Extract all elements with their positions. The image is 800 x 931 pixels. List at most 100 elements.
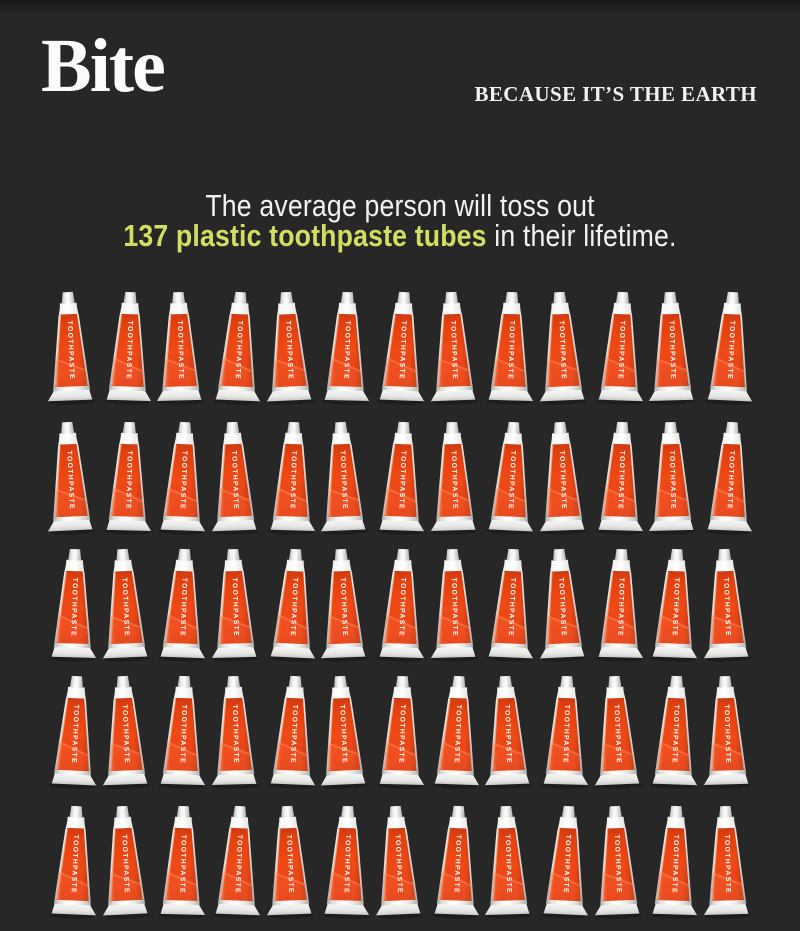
label-edge-sheen <box>548 828 561 899</box>
tube-cap <box>505 291 519 304</box>
tube-label-text: TOOTHPASTE <box>343 835 352 895</box>
tube-label-text: TOOTHPASTE <box>450 578 458 638</box>
tube-label-shading <box>275 570 308 645</box>
toothpaste-tube-illustration: TOOTHPASTE <box>540 675 589 789</box>
toothpaste-tube-illustration: TOOTHPASTE <box>376 291 425 405</box>
toothpaste-tube: TOOTHPASTE <box>428 803 484 920</box>
toothpaste-tube: TOOTHPASTE <box>480 803 535 919</box>
label-lower-highlight <box>438 616 471 644</box>
toothpaste-tube-illustration: TOOTHPASTE <box>321 548 369 662</box>
tube-cap <box>553 421 567 434</box>
tube-cap <box>226 548 240 561</box>
tube-cap <box>670 675 684 688</box>
toothpaste-tube: TOOTHPASTE <box>46 803 103 920</box>
label-diagonal-sheen <box>385 614 417 630</box>
tube-label-text: TOOTHPASTE <box>449 321 458 381</box>
label-lower-highlight <box>546 617 580 645</box>
tube-cap <box>445 421 459 434</box>
toothpaste-tube-illustration: TOOTHPASTE <box>430 548 478 662</box>
tube-label-text: TOOTHPASTE <box>179 835 187 895</box>
label-lower-highlight <box>438 873 472 902</box>
tube-label-text: TOOTHPASTE <box>397 451 406 511</box>
tube-foot <box>102 646 148 659</box>
label-diagonal-sheen <box>549 741 581 757</box>
tube-label-text: TOOTHPASTE <box>397 578 406 638</box>
tube-foot <box>379 773 425 785</box>
toothpaste-tube: TOOTHPASTE <box>698 546 754 663</box>
label-lower-highlight <box>657 873 690 901</box>
label-diagonal-sheen <box>546 615 579 629</box>
label-edge-sheen <box>547 572 553 644</box>
label-edge-sheen <box>657 571 669 643</box>
label-edge-sheen <box>547 315 553 387</box>
toothpaste-tube: TOOTHPASTE <box>96 546 153 663</box>
toothpaste-tube: TOOTHPASTE <box>155 546 211 663</box>
label-lower-highlight <box>547 490 580 518</box>
tube-cap <box>718 675 732 688</box>
toothpaste-tube-illustration: TOOTHPASTE <box>540 805 588 919</box>
label-diagonal-sheen <box>164 358 197 372</box>
toothpaste-tube-illustration: TOOTHPASTE <box>267 675 315 789</box>
label-edge-sheen <box>548 698 559 770</box>
tube-cap <box>669 805 683 818</box>
tube-label-text: TOOTHPASTE <box>231 578 240 638</box>
tube-cap <box>335 548 349 561</box>
label-diagonal-sheen <box>273 358 305 372</box>
tube-label-text: TOOTHPASTE <box>176 321 184 381</box>
label-diagonal-sheen <box>711 872 743 886</box>
label-lower-highlight <box>220 358 253 388</box>
label-edge-sheen <box>273 829 281 901</box>
tube-label-shading <box>109 697 143 772</box>
tube-cap <box>226 421 240 434</box>
toothpaste-tube: TOOTHPASTE <box>46 546 101 662</box>
label-diagonal-sheen <box>713 487 745 503</box>
toothpaste-tube-illustration: TOOTHPASTE <box>322 805 370 919</box>
tube-label-shading <box>109 570 143 645</box>
tube-label-shading <box>711 570 744 645</box>
tube-foot <box>321 646 366 659</box>
label-diagonal-sheen <box>656 488 689 502</box>
label-lower-highlight <box>711 873 744 901</box>
toothpaste-tube-illustration: TOOTHPASTE <box>594 805 642 919</box>
toothpaste-tube-illustration: TOOTHPASTE <box>322 291 370 405</box>
tube-row: TOOTHPASTE TOOTHPASTE <box>0 547 800 675</box>
label-lower-highlight <box>165 873 198 901</box>
toothpaste-tube: TOOTHPASTE <box>592 419 648 536</box>
tube-foot <box>215 903 261 916</box>
tube-label-shading <box>712 313 745 388</box>
label-lower-highlight <box>109 744 143 772</box>
tube-label-text: TOOTHPASTE <box>557 321 566 381</box>
tube-foot <box>539 519 585 532</box>
tube-label-text: TOOTHPASTE <box>339 451 348 511</box>
label-diagonal-sheen <box>57 614 89 630</box>
toothpaste-tube: TOOTHPASTE <box>155 673 211 790</box>
label-lower-highlight <box>273 874 307 902</box>
toothpaste-tube-illustration: TOOTHPASTE <box>211 675 260 789</box>
toothpaste-tube: TOOTHPASTE <box>538 673 593 789</box>
tube-label-text: TOOTHPASTE <box>234 321 243 381</box>
tube-foot <box>324 903 370 916</box>
tube-label-text: TOOTHPASTE <box>234 835 243 895</box>
tube-grid: TOOTHPASTE TOOTHPASTE <box>0 291 800 931</box>
label-lower-highlight <box>56 742 89 772</box>
toothpaste-tube-illustration: TOOTHPASTE <box>376 675 425 789</box>
label-diagonal-sheen <box>167 487 199 503</box>
label-edge-sheen <box>493 444 506 515</box>
label-diagonal-sheen <box>601 742 634 756</box>
tube-label-shading <box>437 313 471 388</box>
label-edge-sheen <box>275 698 287 769</box>
tube-foot <box>102 773 148 786</box>
tube-foot <box>160 646 206 659</box>
toothpaste-tube-illustration: TOOTHPASTE <box>158 548 206 662</box>
toothpaste-tube: TOOTHPASTE <box>647 803 703 920</box>
tube-cap <box>451 675 465 688</box>
tube-label-text: TOOTHPASTE <box>561 705 570 765</box>
tube-foot <box>379 389 425 402</box>
label-diagonal-sheen <box>546 358 579 372</box>
tube-cap <box>664 291 677 304</box>
label-edge-sheen <box>602 314 615 386</box>
toothpaste-tube: TOOTHPASTE <box>483 289 538 405</box>
toothpaste-tube: TOOTHPASTE <box>314 673 371 790</box>
toothpaste-tube: TOOTHPASTE <box>374 546 430 663</box>
label-diagonal-sheen <box>276 614 308 630</box>
